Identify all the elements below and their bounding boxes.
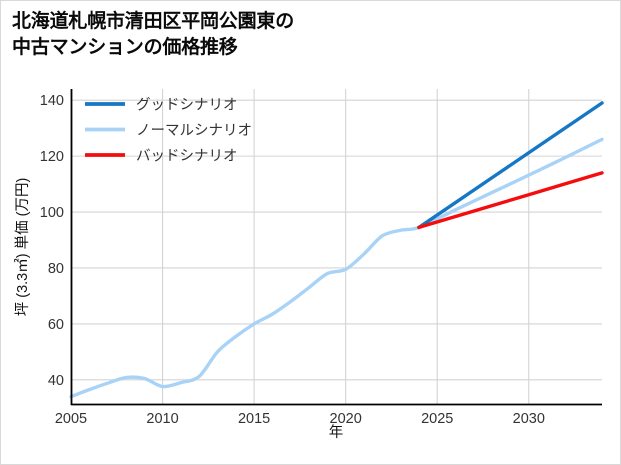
series-line-bad <box>417 171 604 230</box>
x-axis-title: 年 <box>329 424 344 441</box>
legend-label: バッドシナリオ <box>136 149 238 165</box>
y-axis-title: 坪 (3.3㎡) 単価 (万円) <box>14 178 31 317</box>
x-axis-tick-label: 2010 <box>146 411 178 427</box>
series-line-good <box>417 101 604 230</box>
y-gridlines <box>71 99 602 381</box>
legend-label: ノーマルシナリオ <box>136 123 252 139</box>
y-axis-tick-label: 120 <box>40 149 64 165</box>
y-axis-tick-label: 40 <box>48 373 64 389</box>
x-axis-tick-label: 2025 <box>421 411 453 427</box>
y-axis-tick-label: 80 <box>48 261 64 277</box>
x-axis-tick-label: 2030 <box>513 411 545 427</box>
x-axis-tick-label: 2020 <box>330 411 362 427</box>
y-axis-tick-label: 100 <box>40 205 64 221</box>
page-title: 北海道札幌市清田区平岡公園東の 中古マンションの価格推移 <box>12 11 295 59</box>
x-axis-tick-label: 2005 <box>55 411 87 427</box>
plot-background <box>71 89 602 405</box>
x-axis-tick-label: 2015 <box>238 411 270 427</box>
data-series-layer <box>69 101 604 399</box>
legend-label: グッドシナリオ <box>136 97 238 114</box>
x-axis-tick-labels: 2005 2010 2015 2020 2025 2030 <box>55 411 545 427</box>
y-axis-tick-labels: 40 60 80 100 120 140 <box>40 93 64 389</box>
y-axis-tick-label: 140 <box>40 93 64 109</box>
y-axis-tick-label: 60 <box>48 317 64 333</box>
series-line-normal <box>69 137 604 399</box>
axis-spines <box>70 89 602 406</box>
